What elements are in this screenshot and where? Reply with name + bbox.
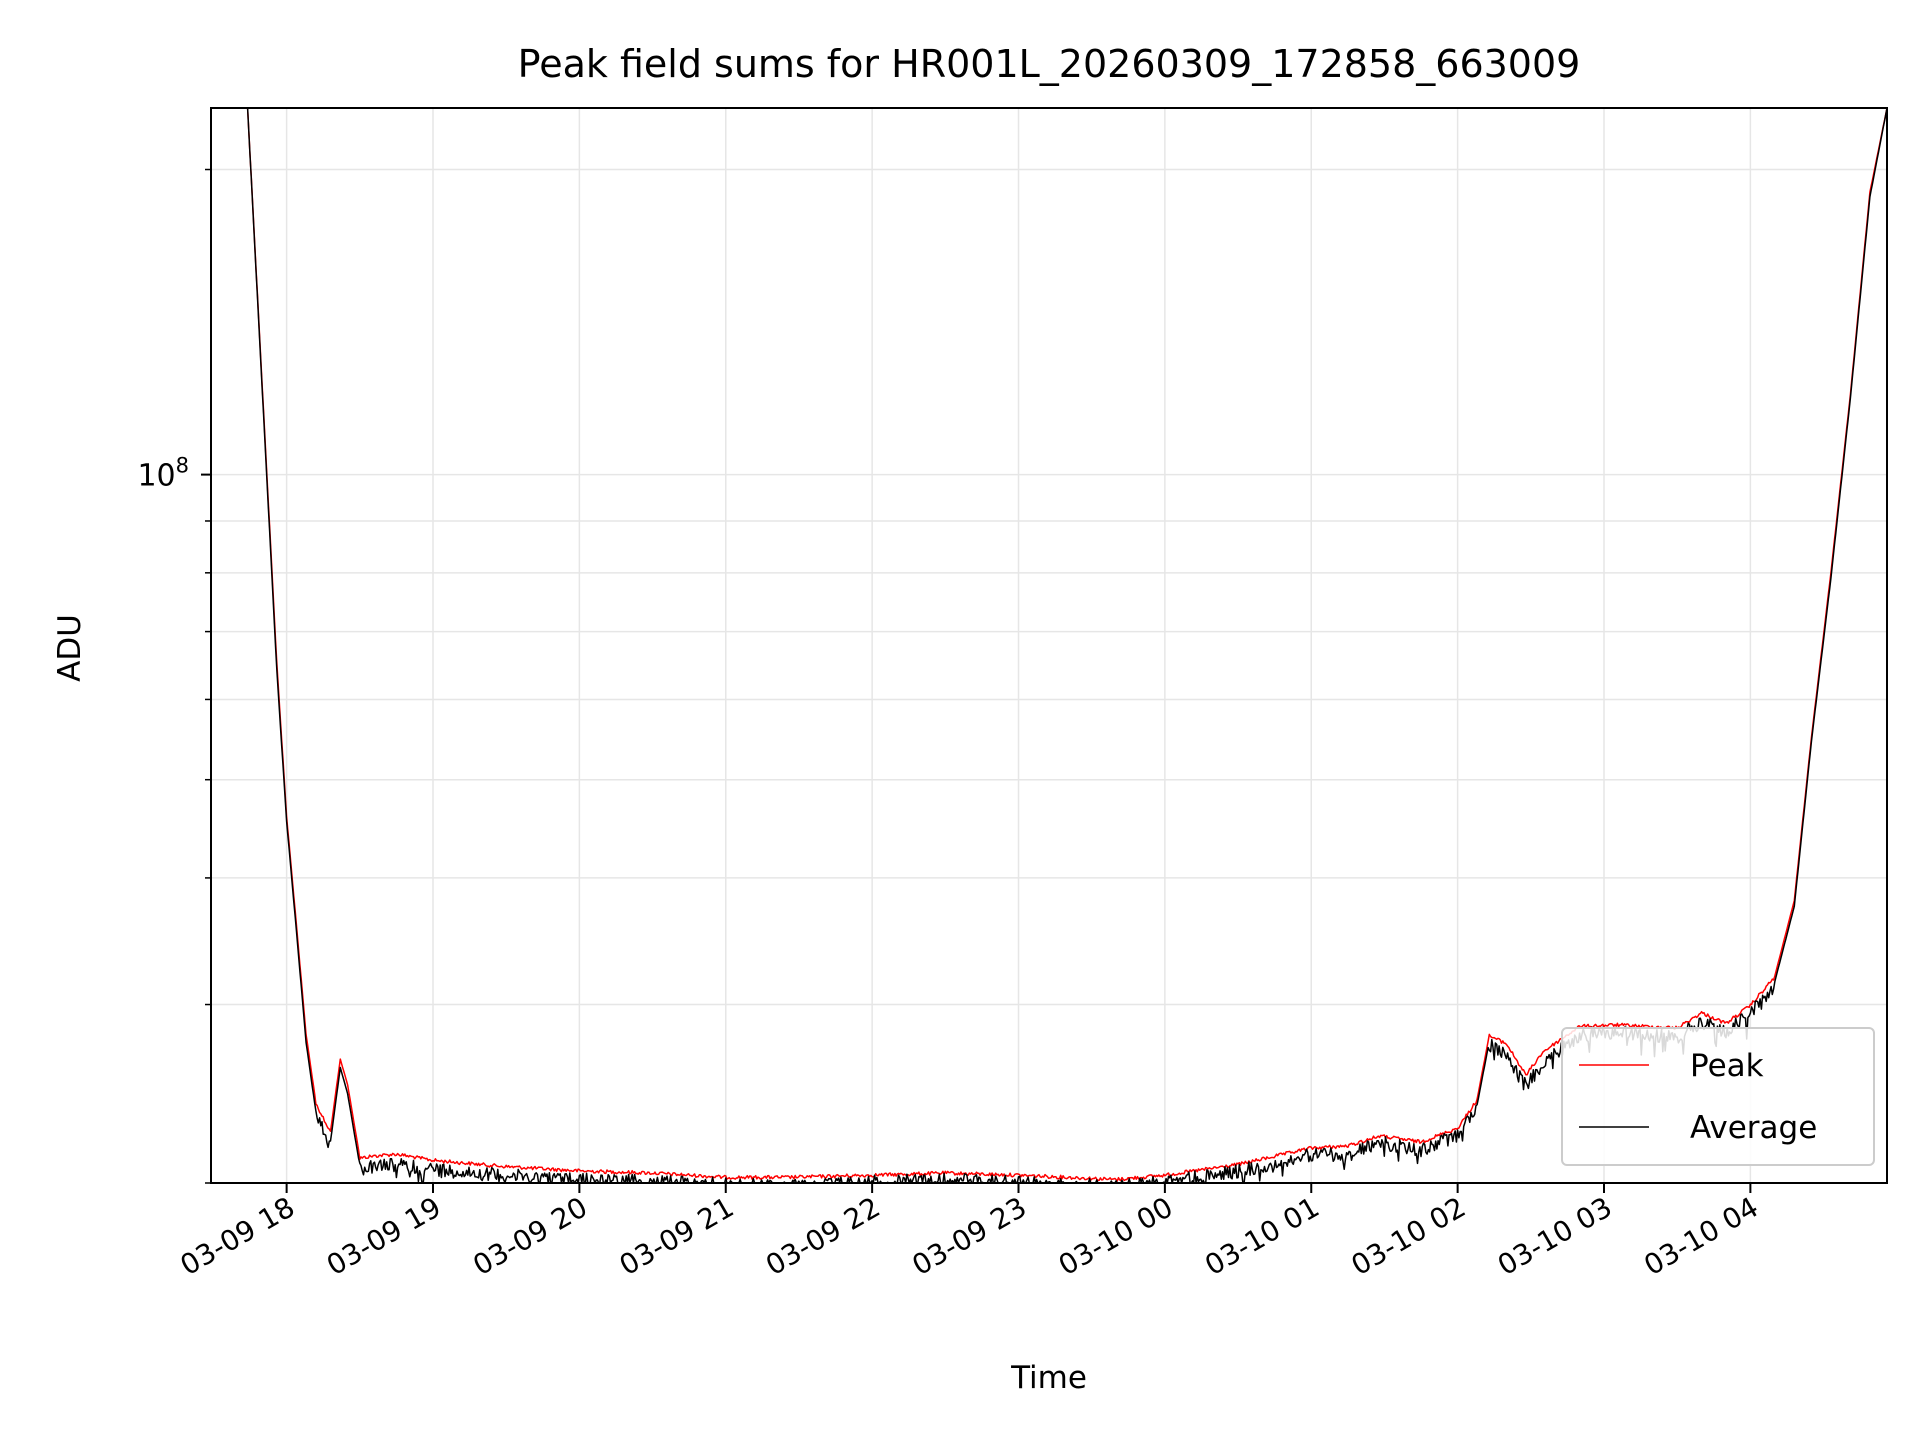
y-tick-label-exponent: 8 — [176, 454, 189, 478]
legend-peak-label: Peak — [1690, 1048, 1764, 1084]
plot-area — [210, 107, 1888, 1184]
y-axis-label: ADU — [52, 614, 88, 682]
chart-title: Peak field sums for HR001L_20260309_1728… — [518, 42, 1581, 86]
x-axis-label: Time — [1010, 1360, 1087, 1396]
series-line-peak — [211, 107, 1888, 1182]
y-tick-label-base: 10 — [137, 459, 175, 494]
legend-average-label: Average — [1690, 1110, 1817, 1146]
y-tick-label: 108 — [137, 454, 189, 494]
y-axis: 108 — [137, 168, 211, 1184]
axes-frame — [210, 107, 1888, 1184]
legend-box — [1561, 1027, 1875, 1166]
legend: Peak Average — [1561, 1027, 1875, 1166]
